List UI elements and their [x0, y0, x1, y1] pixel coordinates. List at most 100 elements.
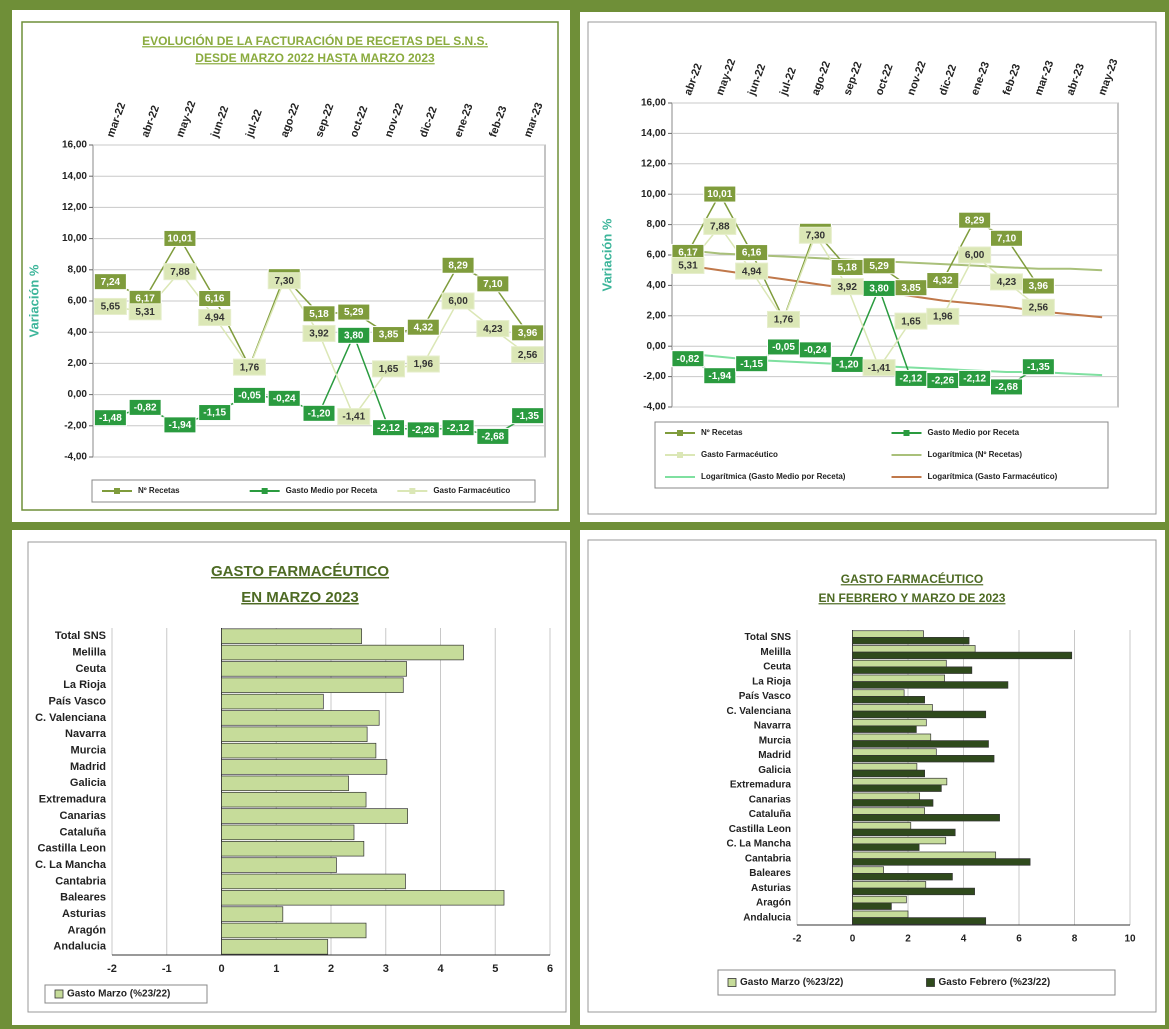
legend-label: Logarítmica (Gasto Medio por Receta) — [701, 472, 846, 481]
legend-swatch — [54, 989, 64, 999]
y-tick-label: Galicia — [70, 777, 107, 789]
chart-title: GASTO FARMACÉUTICO — [211, 563, 389, 580]
data-label: 1,76 — [774, 315, 794, 326]
data-label: 1,65 — [901, 316, 921, 327]
data-label: 5,18 — [309, 309, 329, 320]
data-label: -2,26 — [412, 425, 435, 436]
panel-frame — [587, 539, 1157, 1013]
bar — [852, 777, 948, 786]
bar — [852, 740, 989, 748]
data-label: -1,35 — [516, 411, 539, 422]
data-label-box — [441, 256, 475, 274]
y-tick-label: Navarra — [754, 721, 792, 732]
data-label-box — [198, 309, 232, 327]
y-tick-label: 4,00 — [647, 280, 667, 291]
bar — [852, 843, 920, 851]
y-tick-label: Galicia — [758, 765, 791, 776]
data-label-box — [441, 292, 475, 310]
bar — [852, 718, 927, 727]
data-label-box — [830, 278, 864, 296]
y-tick-label: Cataluña — [60, 826, 107, 838]
y-tick-label: C. Valenciana — [727, 706, 792, 717]
y-tick-label: 14,00 — [641, 128, 666, 139]
data-label: 7,10 — [997, 233, 1017, 244]
bar — [221, 939, 329, 955]
bar — [852, 704, 933, 712]
bar — [852, 873, 953, 881]
y-tick-label: Navarra — [65, 728, 107, 740]
data-label: 5,18 — [837, 263, 857, 274]
bar — [852, 887, 975, 896]
data-label-box — [511, 324, 545, 342]
y-tick-label: Andalucia — [53, 941, 106, 953]
legend-marker — [903, 430, 910, 436]
y-tick-label: Aragón — [756, 898, 791, 909]
bar — [221, 890, 505, 906]
data-label: 1,65 — [379, 364, 399, 375]
bar — [221, 628, 363, 644]
bar — [221, 677, 404, 693]
y-tick-label: Madrid — [758, 750, 791, 761]
y-tick-label: Ceuta — [75, 663, 106, 675]
bar — [852, 763, 918, 771]
data-label: -1,15 — [740, 359, 763, 370]
data-label-box — [476, 427, 510, 445]
legend-box — [44, 984, 208, 1004]
data-label-box — [198, 290, 232, 308]
legend-marker — [114, 488, 120, 494]
data-label: 2,56 — [1029, 302, 1049, 313]
data-label: 5,65 — [101, 302, 121, 313]
data-label: 1,76 — [240, 362, 260, 373]
data-label: 10,01 — [707, 189, 732, 200]
data-label: -0,05 — [238, 391, 261, 402]
data-label: 2,56 — [518, 350, 538, 361]
y-axis-label: Variación % — [26, 264, 41, 337]
y-tick-label: Cataluña — [749, 809, 792, 820]
data-label-box — [302, 305, 336, 323]
data-label: 3,80 — [869, 284, 889, 295]
data-label: 4,23 — [483, 324, 503, 335]
bar — [852, 814, 1000, 822]
data-label: -1,94 — [708, 371, 731, 382]
data-label-box — [862, 257, 896, 275]
y-tick-label: 10,00 — [641, 189, 666, 200]
data-label-box — [703, 367, 737, 385]
bar — [852, 851, 997, 859]
bar — [221, 808, 408, 824]
data-label: -0,24 — [273, 393, 296, 404]
data-label: 7,88 — [170, 267, 190, 278]
data-label-box — [958, 369, 992, 387]
legend-marker — [677, 430, 683, 436]
y-tick-label: 16,00 — [641, 98, 666, 109]
data-label: 8,29 — [965, 215, 985, 226]
data-label: 7,30 — [274, 276, 294, 287]
bar — [852, 895, 907, 904]
chart-title: EVOLUCIÓN DE LA FACTURACIÓN DE RECETAS D… — [142, 33, 488, 48]
x-tick-label: 6 — [547, 963, 553, 975]
y-tick-label: Madrid — [70, 761, 106, 773]
panel-frame — [27, 541, 567, 1013]
y-tick-label: 0,00 — [68, 389, 88, 400]
y-tick-label: País Vasco — [49, 695, 107, 707]
data-label-box — [93, 409, 127, 427]
data-label: 3,92 — [837, 282, 857, 293]
legend-label: Nº Recetas — [138, 486, 180, 495]
y-tick-label: Cantabria — [55, 875, 107, 887]
y-tick-label: Total SNS — [745, 632, 792, 643]
data-label-box — [267, 272, 301, 290]
data-label-box — [337, 303, 371, 321]
y-tick-label: 8,00 — [647, 219, 667, 230]
y-tick-label: 4,00 — [68, 327, 88, 338]
bar — [852, 828, 956, 837]
y-tick-label: Murcia — [71, 745, 107, 757]
y-tick-label: 6,00 — [68, 296, 88, 307]
legend-label: Logarítmica (Gasto Farmacéutico) — [928, 472, 1058, 481]
data-label: 3,96 — [518, 328, 538, 339]
data-label: 8,29 — [448, 260, 468, 271]
bar — [221, 759, 388, 775]
data-label-box — [703, 185, 737, 203]
y-tick-label: Castilla Leon — [38, 843, 107, 855]
bar — [221, 710, 380, 726]
bar — [852, 630, 924, 638]
bar — [221, 791, 367, 808]
